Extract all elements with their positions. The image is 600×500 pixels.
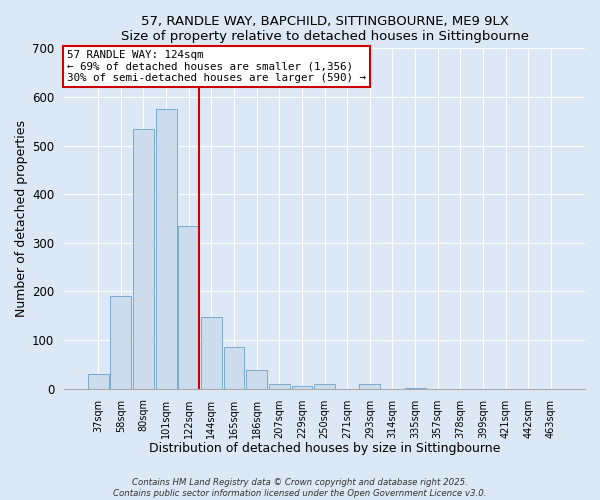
Text: 57 RANDLE WAY: 124sqm
← 69% of detached houses are smaller (1,356)
30% of semi-d: 57 RANDLE WAY: 124sqm ← 69% of detached … [67,50,366,83]
Title: 57, RANDLE WAY, BAPCHILD, SITTINGBOURNE, ME9 9LX
Size of property relative to de: 57, RANDLE WAY, BAPCHILD, SITTINGBOURNE,… [121,15,529,43]
Bar [292,386,313,388]
Bar [133,128,154,388]
Bar [224,348,244,389]
Bar [110,296,131,388]
Bar [156,109,176,388]
Y-axis label: Number of detached properties: Number of detached properties [15,120,28,317]
Bar [359,384,380,388]
Bar [269,384,290,388]
Bar [201,317,222,388]
Bar [246,370,267,388]
Bar [314,384,335,388]
X-axis label: Distribution of detached houses by size in Sittingbourne: Distribution of detached houses by size … [149,442,500,455]
Bar [88,374,109,388]
Text: Contains HM Land Registry data © Crown copyright and database right 2025.
Contai: Contains HM Land Registry data © Crown c… [113,478,487,498]
Bar [178,226,199,388]
